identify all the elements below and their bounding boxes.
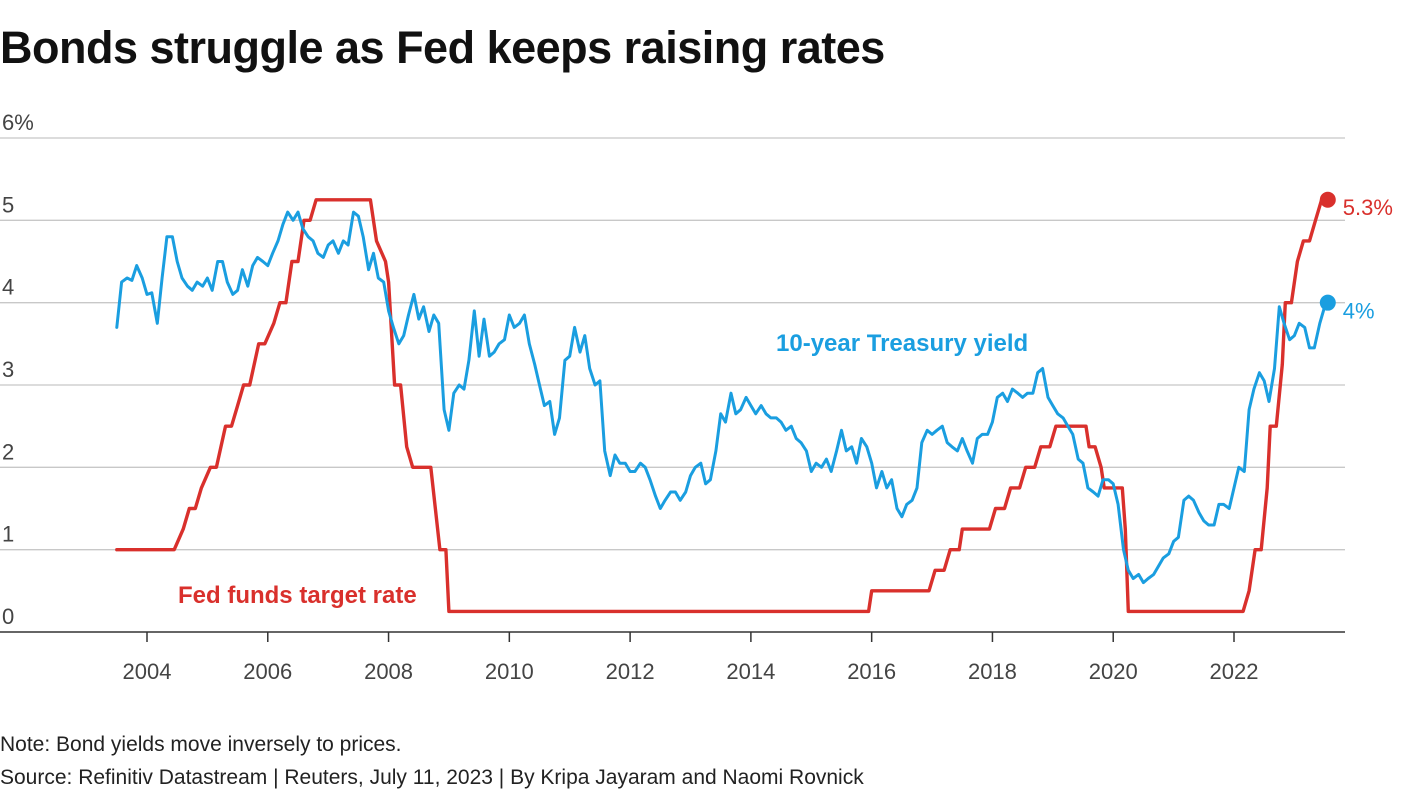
chart-title: Bonds struggle as Fed keeps raising rate…: [0, 22, 885, 73]
x-tick-label: 2008: [364, 659, 413, 684]
y-tick-label: 0: [2, 604, 14, 629]
y-tick-label: 2: [2, 439, 14, 464]
treasury-yield-line: [115, 210, 1328, 585]
x-tick-label: 2010: [485, 659, 534, 684]
x-axis: 2004 2006 2008 2010 2012 2014 2016 2018 2020 2022: [0, 631, 1345, 684]
x-tick-label: 2014: [726, 659, 775, 684]
gridlines: [0, 137, 1345, 551]
x-tick-label: 2016: [847, 659, 896, 684]
x-tick-label: 2004: [123, 659, 172, 684]
y-tick-label: 1: [2, 522, 14, 547]
x-tick-label: 2006: [243, 659, 292, 684]
x-tick-label: 2022: [1210, 659, 1259, 684]
line-chart: 0 1 2 3 4 5 6% 2004 2006 2008 2010 2012 2014 2016 201…: [0, 110, 1393, 684]
series-lines: [115, 191, 1336, 614]
treasury-yield-series-label: 10-year Treasury yield: [776, 330, 1028, 357]
y-tick-label: 4: [2, 275, 14, 300]
x-tick-label: 2020: [1089, 659, 1138, 684]
fed-funds-series-label: Fed funds target rate: [178, 582, 417, 609]
chart-note: Note: Bond yields move inversely to pric…: [0, 733, 402, 756]
y-tick-label: 3: [2, 357, 14, 382]
fed-funds-line: [115, 198, 1328, 614]
y-tick-label: 6%: [2, 110, 34, 135]
fed-funds-end-value-label: 5.3%: [1343, 195, 1393, 220]
series-labels: Fed funds target rate 10-year Treasury y…: [178, 195, 1393, 609]
chart-source: Source: Refinitiv Datastream | Reuters, …: [0, 766, 864, 789]
treasury-yield-end-dot: [1319, 294, 1336, 311]
fed-funds-end-dot: [1319, 191, 1336, 208]
x-tick-label: 2018: [968, 659, 1017, 684]
treasury-yield-end-value-label: 4%: [1343, 299, 1375, 324]
x-tick-label: 2012: [606, 659, 655, 684]
y-tick-label: 5: [2, 192, 14, 217]
y-axis-tick-labels: 0 1 2 3 4 5 6%: [2, 110, 34, 629]
